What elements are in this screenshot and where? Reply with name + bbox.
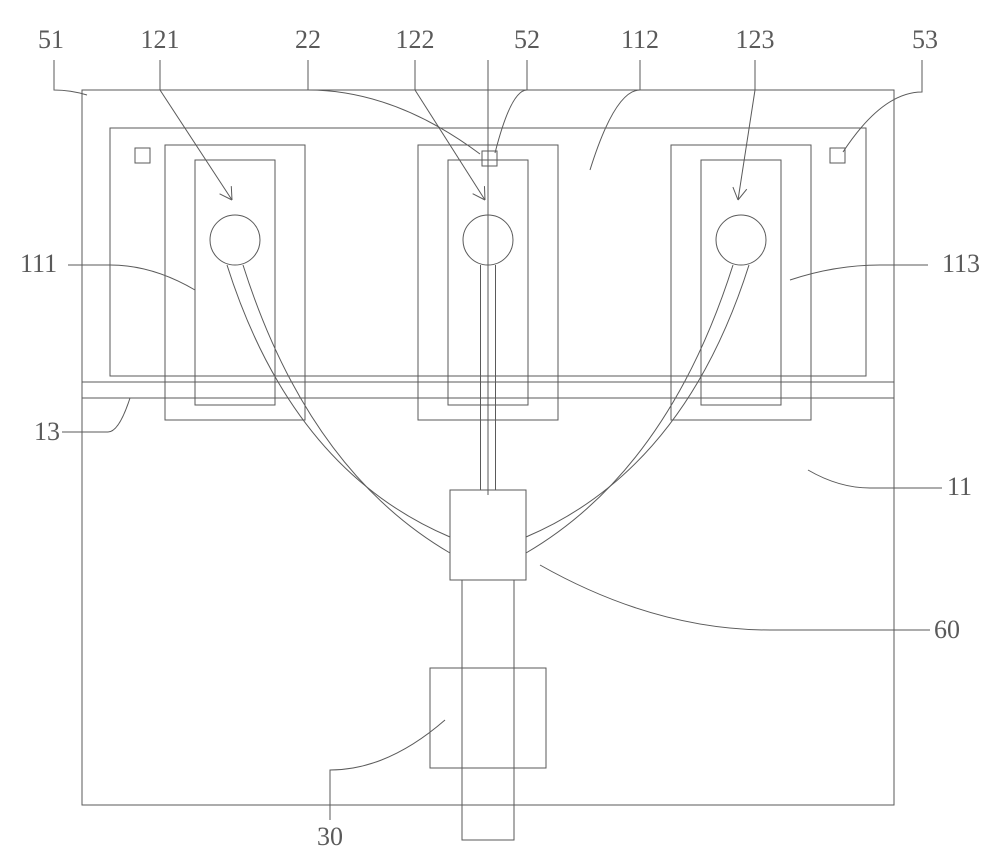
lbl-22-leader	[308, 60, 480, 154]
lbl-11: 11	[947, 472, 972, 501]
lbl-113: 113	[942, 249, 980, 278]
lbl-53-leader	[843, 60, 922, 152]
small-square-1	[135, 148, 150, 163]
slot-3-outer	[671, 145, 811, 420]
small-square-2	[482, 151, 497, 166]
lbl-121: 121	[141, 25, 180, 54]
lbl-22: 22	[295, 25, 321, 54]
pipe-1-left	[227, 265, 450, 537]
pipe-1-right	[243, 265, 450, 553]
lbl-60: 60	[934, 615, 960, 644]
lbl-60-leader	[540, 565, 930, 630]
circle-123	[716, 215, 766, 265]
junction-rect	[450, 490, 526, 580]
stem-rect	[462, 580, 514, 840]
lbl-13: 13	[34, 417, 60, 446]
outlet-rect	[430, 668, 546, 768]
lbl-52-leader	[495, 60, 527, 153]
lbl-52: 52	[514, 25, 540, 54]
lbl-53: 53	[912, 25, 938, 54]
lbl-11-leader	[808, 470, 942, 488]
lbl-13-leader	[62, 398, 130, 432]
small-square-3	[830, 148, 845, 163]
circle-121	[210, 215, 260, 265]
lbl-111-leader	[68, 265, 195, 290]
pipe-3-left	[526, 265, 733, 553]
lbl-112: 112	[621, 25, 659, 54]
slot-1-inner	[195, 160, 275, 405]
slot-1-outer	[165, 145, 305, 420]
lbl-51: 51	[38, 25, 64, 54]
lbl-123: 123	[736, 25, 775, 54]
lbl-111: 111	[20, 249, 57, 278]
lbl-30: 30	[317, 822, 343, 851]
lbl-122: 122	[396, 25, 435, 54]
lbl-112-leader	[590, 60, 640, 170]
pipe-3-right	[526, 265, 749, 537]
